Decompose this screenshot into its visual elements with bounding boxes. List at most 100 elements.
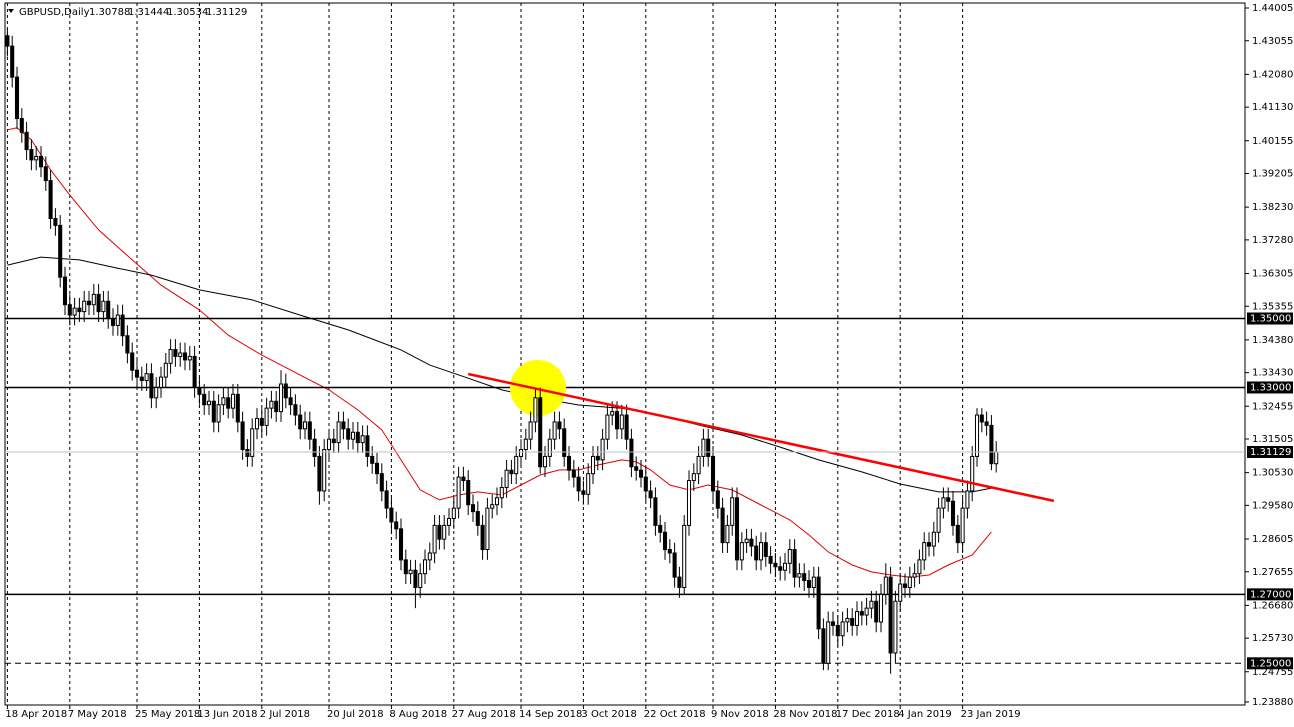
candle-body (168, 349, 173, 364)
y-tick-label: 1.27655 (1252, 567, 1293, 578)
candle-body (134, 369, 140, 378)
candle-body (288, 397, 293, 406)
x-tick-label: 20 Jul 2018 (327, 709, 384, 720)
y-tick-label: 1.40155 (1252, 136, 1293, 147)
candle-body (893, 600, 898, 654)
candle-body (917, 559, 922, 575)
candle-body (749, 538, 754, 547)
y-tick-label: 1.29580 (1252, 500, 1293, 511)
candle-body (389, 507, 394, 523)
candle-body (298, 414, 303, 430)
candle-body (830, 621, 836, 626)
x-tick-label: 7 May 2018 (68, 709, 127, 720)
moving-average (7, 127, 992, 578)
candle-body (274, 400, 279, 413)
candle-body (547, 438, 552, 457)
level-label: 1.33000 (1250, 382, 1291, 393)
candle-body (250, 428, 255, 457)
level-label: 1.27000 (1250, 589, 1291, 600)
candle-body (182, 352, 188, 361)
candle-body (686, 480, 692, 526)
candle-body (912, 573, 917, 578)
candle-body (53, 218, 58, 226)
candle-body (965, 490, 970, 509)
candle-body (307, 421, 312, 440)
x-tick-label: 17 Dec 2018 (836, 709, 900, 720)
candle-body (240, 421, 245, 451)
candle-body (432, 524, 437, 554)
candle-body (379, 473, 384, 492)
candle-body (643, 476, 648, 492)
y-tick-label: 1.38230 (1252, 202, 1293, 213)
candle-body (427, 552, 432, 561)
candle-body (418, 573, 423, 588)
candle-body (979, 414, 984, 423)
menu-arrow[interactable] (8, 9, 14, 13)
candle-body (408, 569, 413, 575)
candle-body (586, 473, 591, 495)
candle-body (110, 318, 116, 326)
candle-body (562, 428, 567, 457)
candle-body (226, 397, 231, 409)
candle-body (456, 476, 461, 509)
candle-body (946, 497, 951, 502)
candle-body (792, 549, 797, 578)
candle-body (538, 397, 543, 468)
candle-body (91, 293, 96, 306)
candle-body (773, 562, 778, 568)
candle-body (245, 449, 250, 457)
candle-body (662, 531, 668, 551)
candle-body (120, 314, 125, 337)
candle-body (576, 476, 581, 492)
candle-body (782, 562, 788, 571)
candle-body (989, 424, 994, 465)
candle-body (206, 400, 212, 406)
header-value: 1.30534 (167, 7, 208, 18)
candle-body (677, 576, 682, 588)
candle-body (710, 455, 716, 492)
candle-body (480, 524, 485, 551)
level-label-bg (1247, 657, 1293, 670)
candle-body (230, 393, 236, 409)
y-tick-label: 1.41130 (1252, 102, 1293, 113)
candle-body (768, 555, 773, 564)
candle-body (648, 490, 653, 499)
candle-body (394, 521, 399, 530)
candle-body (744, 538, 749, 544)
candle-body (970, 455, 975, 492)
x-tick-label: 8 Aug 2018 (389, 709, 447, 720)
candle-body (264, 407, 269, 426)
candle-body (557, 421, 562, 430)
candle-body (734, 497, 740, 561)
candle-body (422, 559, 428, 575)
candle-body (595, 455, 600, 461)
candle-body (77, 307, 82, 313)
candle-body (542, 455, 548, 468)
candle-body (14, 76, 20, 120)
candle-body (950, 500, 956, 526)
candle-body (898, 583, 903, 602)
candle-body (552, 421, 557, 440)
candle-body (38, 155, 44, 168)
y-tick-label: 1.42080 (1252, 69, 1293, 80)
candle-body (442, 524, 447, 540)
candle-body (667, 549, 672, 554)
candle-body (754, 545, 759, 561)
candle-body (101, 300, 106, 313)
candle-body (931, 531, 936, 547)
candle-body (398, 528, 404, 561)
candle-body (658, 524, 663, 533)
candle-body (259, 417, 264, 426)
candle-body (96, 293, 101, 313)
candle-body (125, 335, 130, 354)
trendline (467, 372, 1055, 503)
candle-body (960, 507, 965, 544)
candle-body (149, 373, 154, 399)
candle-body (446, 517, 452, 526)
candle-body (619, 414, 624, 430)
candle-body (691, 473, 696, 482)
candle-body (317, 455, 322, 492)
